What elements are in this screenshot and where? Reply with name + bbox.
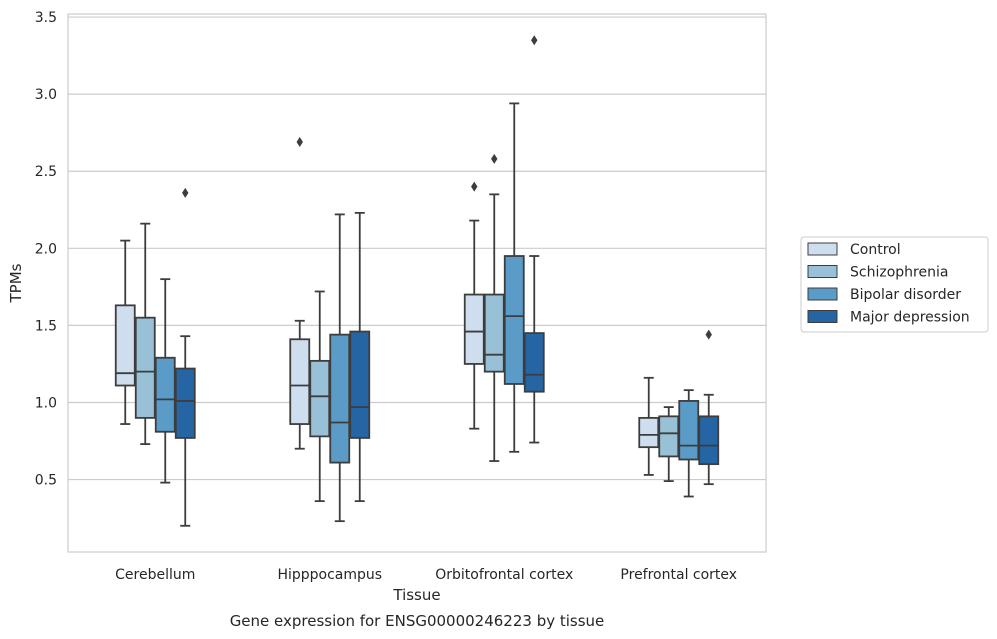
box-group [523,35,545,444]
x-axis-label: Tissue [392,586,440,604]
box [658,415,680,458]
box-group [154,278,176,484]
box [309,359,331,438]
box-group [349,211,371,503]
box-group [658,406,680,482]
x-tick-label: Cerebellum [115,567,195,583]
y-tick-label: 0.5 [35,473,57,489]
box [349,330,371,439]
box-group [309,290,331,503]
legend-swatch [807,310,838,323]
box-group [698,329,720,486]
box-group [114,239,136,425]
box [329,333,351,464]
legend-frame [800,236,989,333]
legend-swatch [807,265,838,278]
outlier-marker [296,136,303,147]
box [483,293,505,373]
box-group [174,187,196,527]
legend-label: Major depression [850,310,970,326]
y-tick-label: 2.5 [35,164,57,180]
box [503,255,525,385]
legend-swatch [807,242,838,256]
y-tick-label: 1.5 [35,318,57,334]
box [114,304,136,387]
box [638,416,660,449]
box [698,415,720,466]
box-group [483,153,505,462]
legend: Control Schizophrenia Bipolar disorder Majo… [800,236,989,333]
box-plots [114,35,720,527]
box-group [678,389,700,498]
outlier-marker [471,181,478,192]
box [523,332,545,393]
legend-swatch [807,287,838,301]
box [134,316,156,419]
y-axis-label: TPMs [7,263,25,303]
box [174,367,196,439]
outlier-marker [182,187,189,198]
box-group [289,136,311,450]
y-tick-label: 1.0 [35,395,57,411]
box-group [638,376,660,476]
box-group [134,222,156,445]
plot-area [67,13,767,553]
box [463,293,485,365]
box [154,356,176,433]
outlier-marker [491,153,498,164]
legend-label: Control [850,242,901,258]
chart-title: Gene expression for ENSG00000246223 by t… [230,612,605,630]
box [289,338,311,425]
y-tick-label: 3.5 [35,10,57,26]
y-tick-label: 3.0 [35,87,57,103]
x-axis-ticks: Cerebellum Hipppocampus Orbitofrontal cort… [115,567,737,583]
x-tick-label: Hipppocampus [277,567,382,583]
outlier-marker [531,35,538,46]
y-tick-label: 2.0 [35,241,57,257]
legend-label: Schizophrenia [850,265,948,281]
legend-label: Bipolar disorder [850,287,961,303]
box-group [503,102,525,453]
outlier-marker [705,329,712,340]
box [678,400,700,461]
x-tick-label: Orbitofrontal cortex [435,567,573,583]
y-axis-ticks: 0.5 1.0 1.5 2.0 2.5 3.0 3.5 [35,10,57,488]
x-tick-label: Prefrontal cortex [620,567,737,583]
box-group [329,213,351,523]
box-group [463,181,485,430]
